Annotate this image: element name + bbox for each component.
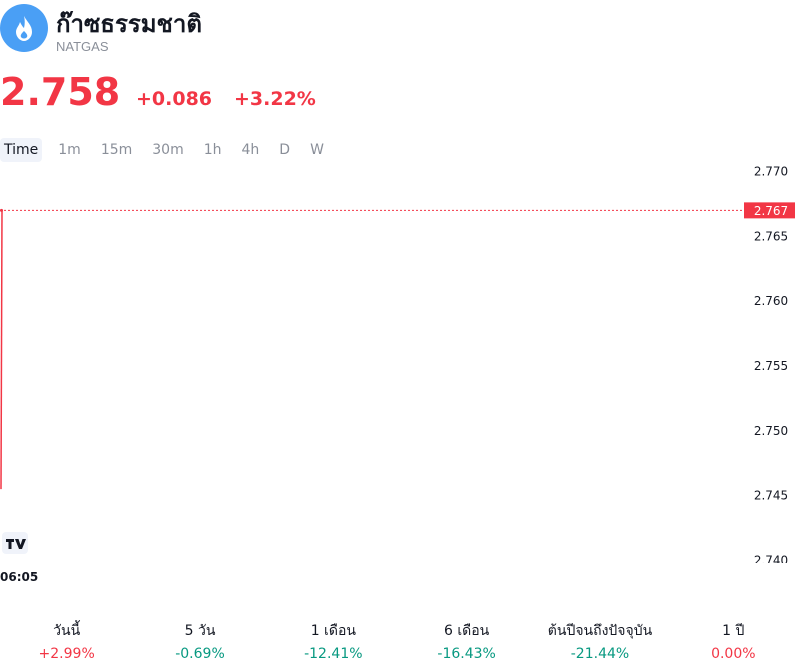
plot: 2.767 06:05: [0, 202, 795, 584]
change-percent: +3.22%: [234, 88, 316, 110]
symbol: NATGAS: [56, 39, 109, 54]
change: +0.086: [136, 88, 213, 110]
price-line: [0, 210, 3, 490]
interval-tab[interactable]: D: [279, 142, 291, 158]
asset-icon: [0, 4, 48, 52]
interval-tab[interactable]: 1h: [203, 142, 222, 158]
performance: วันนี้ +2.99% 5 วัน -0.69% 1 เดือน -12.41% 6 เ…: [0, 620, 800, 662]
performance-value: -0.69%: [175, 646, 225, 662]
performance-label: ต้นปีจนถึงปัจจุบัน: [547, 623, 653, 639]
performance-item: 1 เดือน -12.41%: [267, 620, 400, 662]
interval-tab[interactable]: Time: [0, 138, 43, 162]
y-tick-label: 2.770: [754, 164, 788, 178]
last-point: [0, 208, 3, 212]
interval-tab[interactable]: 4h: [241, 142, 260, 158]
y-tick-label: 2.750: [754, 424, 788, 438]
performance-value: -12.41%: [304, 646, 363, 662]
interval-tabs: Time 1m 15m 30m 1h 4h D W: [0, 138, 334, 162]
performance-label: 1 ปี: [722, 623, 745, 639]
performance-item: 6 เดือน -16.43%: [400, 620, 533, 662]
performance-item: วันนี้ +2.99%: [0, 620, 133, 662]
chart: 2.740 2.745 2.750 2.755 2.760 2.765 2.770 2.76…: [0, 164, 795, 584]
y-tick-label: 2.765: [754, 229, 788, 243]
y-tick-label: 2.745: [754, 489, 788, 503]
performance-label: 1 เดือน: [310, 623, 356, 639]
performance-label: 6 เดือน: [444, 623, 490, 639]
x-tick-label: 06:05: [0, 570, 38, 584]
y-tick-label: 2.760: [754, 294, 788, 308]
last-price-label: 2.767: [754, 204, 788, 218]
performance-value: +2.99%: [38, 646, 95, 662]
y-axis: 2.740 2.745 2.750 2.755 2.760 2.765 2.770: [754, 164, 788, 567]
title: ก๊าซธรรมชาติ: [56, 10, 202, 38]
performance-item: ต้นปีจนถึงปัจจุบัน -21.44%: [533, 620, 666, 662]
performance-item: 1 ปี 0.00%: [667, 620, 800, 662]
tv-logo: [2, 532, 28, 554]
interval-tab[interactable]: 1m: [58, 142, 81, 158]
performance-value: -16.43%: [437, 646, 496, 662]
last-price-box: [744, 202, 795, 219]
performance-item: 5 วัน -0.69%: [133, 620, 266, 662]
y-tick-label: 2.755: [754, 359, 788, 373]
performance-label: 5 วัน: [184, 623, 216, 639]
interval-tab[interactable]: 30m: [152, 142, 184, 158]
price: 2.758: [0, 70, 121, 114]
performance-label: วันนี้: [53, 623, 81, 639]
interval-tab[interactable]: W: [310, 142, 324, 158]
performance-value: 0.00%: [711, 646, 756, 662]
interval-tab[interactable]: 15m: [100, 142, 133, 158]
performance-value: -21.44%: [570, 646, 630, 662]
y-tick-label: 2.740: [754, 553, 788, 567]
